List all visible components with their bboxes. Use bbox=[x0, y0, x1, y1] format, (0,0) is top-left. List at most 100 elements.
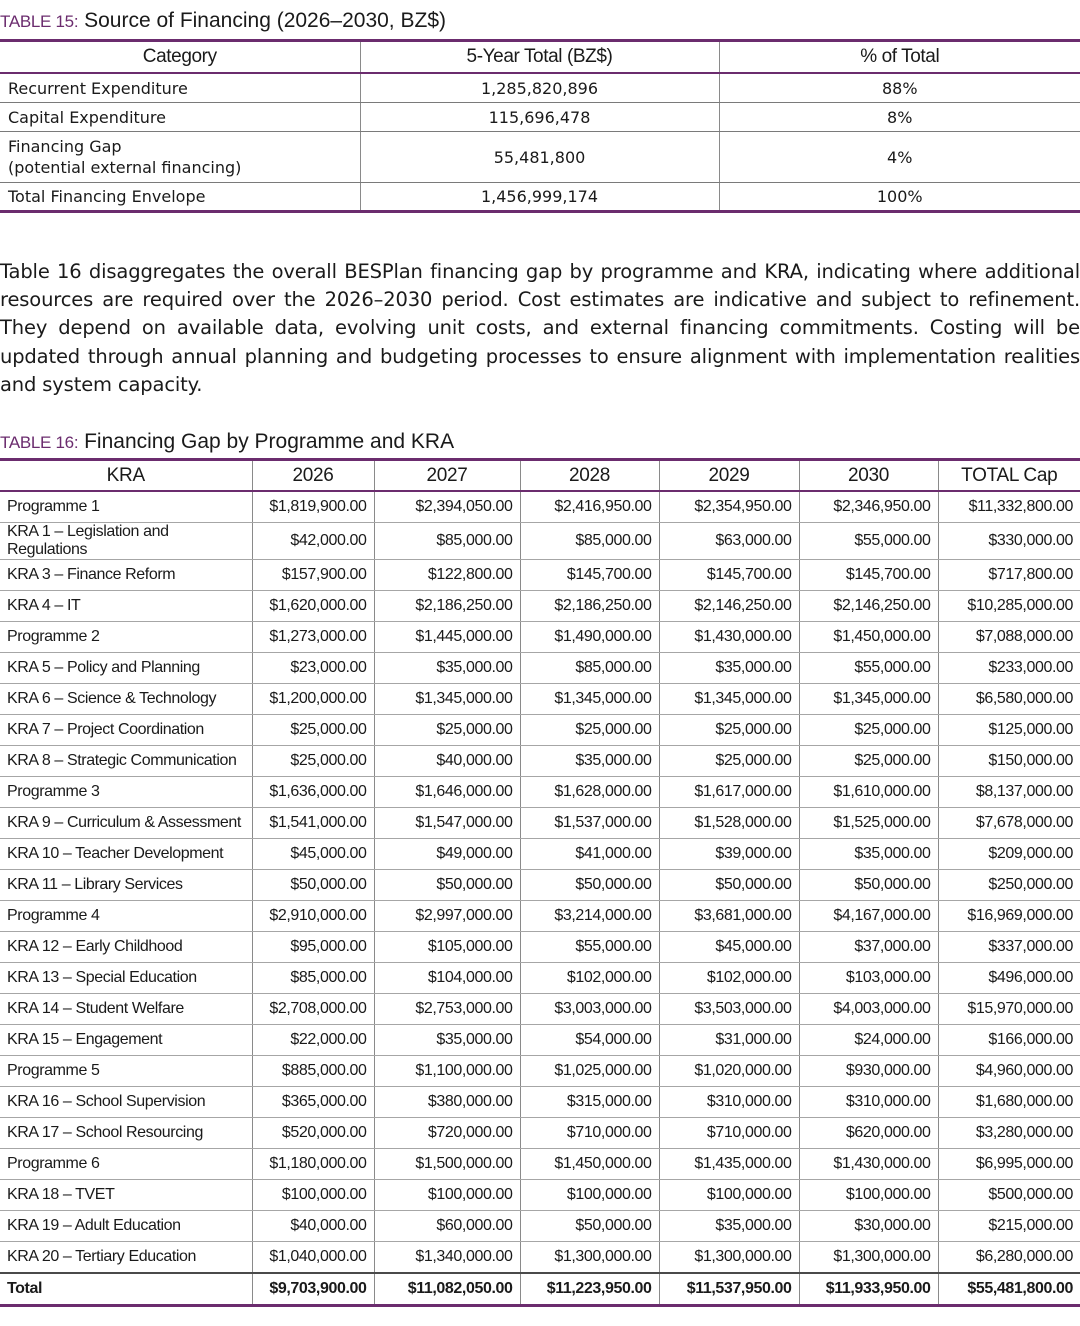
row-total-cap: $500,000.00 bbox=[937, 1179, 1080, 1211]
row-2030: $37,000.00 bbox=[798, 931, 938, 963]
row-2027: $85,000.00 bbox=[373, 522, 520, 560]
row-kra: KRA 16 – School Supervision bbox=[0, 1086, 252, 1118]
row-2030: $145,700.00 bbox=[798, 559, 938, 591]
table-row: KRA 13 – Special Education $85,000.00 $104… bbox=[0, 962, 1080, 994]
row-2027: $122,800.00 bbox=[373, 559, 520, 591]
row-2029: $45,000.00 bbox=[658, 931, 799, 963]
row-2030: $11,933,950.00 bbox=[798, 1272, 938, 1306]
row-2026: $1,636,000.00 bbox=[251, 776, 374, 808]
row-kra: KRA 17 – School Resourcing bbox=[0, 1117, 252, 1149]
financing-gap-table: KRA 2026 2027 2028 2029 2030 TOTAL Cap P… bbox=[0, 458, 1080, 1307]
row-2030: $1,300,000.00 bbox=[798, 1241, 938, 1274]
row-2030: $620,000.00 bbox=[798, 1117, 938, 1149]
row-2030: $50,000.00 bbox=[798, 869, 938, 901]
row-2028: $11,223,950.00 bbox=[519, 1272, 659, 1306]
row-2030: $35,000.00 bbox=[798, 838, 938, 870]
row-2026: $1,819,900.00 bbox=[251, 491, 374, 523]
row-2027: $1,100,000.00 bbox=[373, 1055, 520, 1087]
row-2030: $1,610,000.00 bbox=[798, 776, 938, 808]
row-2028: $1,450,000.00 bbox=[519, 1148, 659, 1180]
row-2030: $2,146,250.00 bbox=[798, 590, 938, 622]
row-2026: $157,900.00 bbox=[251, 559, 374, 591]
row-kra: KRA 7 – Project Coordination bbox=[0, 714, 252, 746]
row-2027: $100,000.00 bbox=[373, 1179, 520, 1211]
row-2028: $2,186,250.00 bbox=[519, 590, 659, 622]
row-percent: 100% bbox=[718, 182, 1080, 212]
row-kra: KRA 9 – Curriculum & Assessment bbox=[0, 807, 252, 839]
row-2028: $55,000.00 bbox=[519, 931, 659, 963]
row-2029: $2,354,950.00 bbox=[658, 491, 799, 523]
row-total-cap: $125,000.00 bbox=[937, 714, 1080, 746]
row-2028: $50,000.00 bbox=[519, 869, 659, 901]
table-15-title: Source of Financing (2026–2030, BZ$) bbox=[84, 9, 446, 32]
row-2028: $35,000.00 bbox=[519, 745, 659, 777]
row-2029: $35,000.00 bbox=[658, 652, 799, 684]
row-2027: $2,997,000.00 bbox=[373, 900, 520, 932]
row-total-cap: $496,000.00 bbox=[937, 962, 1080, 994]
row-kra: KRA 11 – Library Services bbox=[0, 869, 252, 901]
row-kra: KRA 10 – Teacher Development bbox=[0, 838, 252, 870]
row-2030: $1,430,000.00 bbox=[798, 1148, 938, 1180]
row-kra: Programme 5 bbox=[0, 1055, 252, 1087]
row-2029: $31,000.00 bbox=[658, 1024, 799, 1056]
table-row: KRA 11 – Library Services $50,000.00 $50,0… bbox=[0, 869, 1080, 901]
row-category-main: Financing Gap bbox=[8, 137, 122, 156]
row-2026: $885,000.00 bbox=[251, 1055, 374, 1087]
row-total-cap: $1,680,000.00 bbox=[937, 1086, 1080, 1118]
column-header-5-year-total: 5-Year Total (BZ$) bbox=[359, 40, 719, 74]
row-total-cap: $209,000.00 bbox=[937, 838, 1080, 870]
row-total-cap: $55,481,800.00 bbox=[937, 1272, 1080, 1306]
table-row: KRA 9 – Curriculum & Assessment $1,541,00… bbox=[0, 807, 1080, 839]
table-row: Programme 6 $1,180,000.00 $1,500,000.00 $1,… bbox=[0, 1148, 1080, 1180]
row-2027: $105,000.00 bbox=[373, 931, 520, 963]
row-2028: $102,000.00 bbox=[519, 962, 659, 994]
row-2029: $2,146,250.00 bbox=[658, 590, 799, 622]
row-total-cap: $11,332,800.00 bbox=[937, 491, 1080, 523]
row-2026: $95,000.00 bbox=[251, 931, 374, 963]
row-total-cap: $8,137,000.00 bbox=[937, 776, 1080, 808]
row-2028: $85,000.00 bbox=[519, 522, 659, 560]
row-2029: $3,681,000.00 bbox=[658, 900, 799, 932]
row-total-cap: $15,970,000.00 bbox=[937, 993, 1080, 1025]
table-row: Recurrent Expenditure 1,285,820,896 88% bbox=[0, 73, 1080, 103]
table-row: KRA 10 – Teacher Development $45,000.00 $4… bbox=[0, 838, 1080, 870]
row-2030: $30,000.00 bbox=[798, 1210, 938, 1242]
row-2026: $365,000.00 bbox=[251, 1086, 374, 1118]
row-kra: KRA 5 – Policy and Planning bbox=[0, 652, 252, 684]
table-15-label: TABLE 15: bbox=[0, 12, 79, 31]
row-2028: $1,490,000.00 bbox=[519, 621, 659, 653]
row-2028: $50,000.00 bbox=[519, 1210, 659, 1242]
table-row: KRA 8 – Strategic Communication $25,000.0… bbox=[0, 745, 1080, 777]
table-header-row: Category 5-Year Total (BZ$) % of Total bbox=[0, 40, 1080, 74]
row-2030: $1,525,000.00 bbox=[798, 807, 938, 839]
body-paragraph: Table 16 disaggregates the overall BESPl… bbox=[0, 260, 1080, 396]
row-kra: Programme 4 bbox=[0, 900, 252, 932]
column-header-kra: KRA bbox=[0, 459, 252, 492]
row-2029: $25,000.00 bbox=[658, 745, 799, 777]
table-row: Programme 4 $2,910,000.00 $2,997,000.00 $3,… bbox=[0, 900, 1080, 932]
row-category: Financing Gap (potential external financ… bbox=[0, 131, 360, 183]
row-percent: 8% bbox=[718, 102, 1080, 132]
row-total-cap: $215,000.00 bbox=[937, 1210, 1080, 1242]
row-2026: $25,000.00 bbox=[251, 745, 374, 777]
column-header-2030: 2030 bbox=[798, 459, 938, 492]
table-row: KRA 12 – Early Childhood $95,000.00 $105,0… bbox=[0, 931, 1080, 963]
source-of-financing-table: Category 5-Year Total (BZ$) % of Total R… bbox=[0, 39, 1080, 213]
row-2030: $4,003,000.00 bbox=[798, 993, 938, 1025]
table-row: KRA 5 – Policy and Planning $23,000.00 $35… bbox=[0, 652, 1080, 684]
row-2030: $100,000.00 bbox=[798, 1179, 938, 1211]
table-row: Programme 5 $885,000.00 $1,100,000.00 $1,02… bbox=[0, 1055, 1080, 1087]
table-row: KRA 15 – Engagement $22,000.00 $35,000.00 $… bbox=[0, 1024, 1080, 1056]
row-2028: $54,000.00 bbox=[519, 1024, 659, 1056]
row-total-cap: $166,000.00 bbox=[937, 1024, 1080, 1056]
column-header-2028: 2028 bbox=[519, 459, 659, 492]
table-row: KRA 20 – Tertiary Education $1,040,000.00… bbox=[0, 1241, 1080, 1274]
row-2026: $1,180,000.00 bbox=[251, 1148, 374, 1180]
row-2029: $50,000.00 bbox=[658, 869, 799, 901]
row-2028: $710,000.00 bbox=[519, 1117, 659, 1149]
row-2026: $42,000.00 bbox=[251, 522, 374, 560]
row-2029: $1,528,000.00 bbox=[658, 807, 799, 839]
row-2027: $2,394,050.00 bbox=[373, 491, 520, 523]
row-kra: KRA 4 – IT bbox=[0, 590, 252, 622]
row-2028: $1,300,000.00 bbox=[519, 1241, 659, 1274]
